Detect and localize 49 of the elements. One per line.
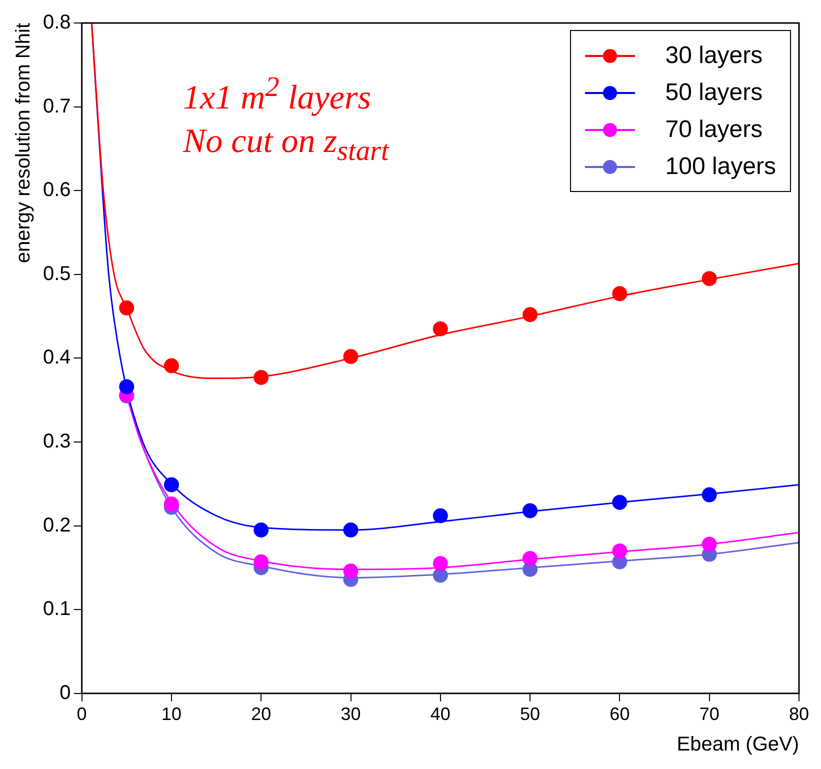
point [164,358,179,374]
x-tick-label: 60 [610,704,630,724]
legend-label: 50 layers [665,78,763,106]
point [119,300,134,316]
point [612,543,628,558]
legend-label: 30 layers [665,42,763,70]
point [164,496,179,512]
x-tick-label: 80 [788,704,810,724]
x-tick-label: 50 [520,704,540,724]
point [432,556,448,572]
legend-label: 70 layers [665,116,763,144]
point [522,307,538,322]
y-tick-label: 0.7 [42,95,71,118]
y-tick-label: 0.8 [42,12,71,34]
x-axis-title: Ebeam (GeV) [676,734,799,756]
x-tick-label: 20 [251,704,272,724]
point [119,379,134,394]
y-tick-label: 0.2 [42,514,71,536]
annotation: No cut on z$_{start}$ [183,122,389,170]
point [522,503,538,518]
x-tick-label: 40 [430,704,450,724]
point [343,349,358,364]
x-tick-label: 30 [340,704,361,724]
point [432,321,448,336]
point [254,554,269,570]
y-axis-title: energy resolution from Nhit [12,22,35,264]
y-tick-label: 0.4 [42,346,71,369]
point [702,536,717,552]
point [612,286,628,302]
point [343,522,358,538]
y-tick-label: 0.1 [42,598,71,620]
point [612,494,628,510]
y-tick-label: 0.3 [42,430,71,453]
x-tick-label: 0 [76,704,87,724]
point [702,271,717,286]
x-tick-label: 10 [161,704,182,724]
point [254,522,269,538]
y-tick-label: 0.5 [42,262,71,285]
y-tick-label: 0 [60,682,71,704]
point [522,550,538,566]
point [164,477,179,492]
point [254,370,269,385]
x-tick-label: 70 [699,704,720,724]
legend-label: 100 layers [665,152,776,180]
y-tick-label: 0.6 [42,179,71,202]
annotation: 1x1 m$^{2}$ layers [183,71,372,118]
point [343,564,358,579]
point [432,508,448,524]
point [702,487,717,502]
